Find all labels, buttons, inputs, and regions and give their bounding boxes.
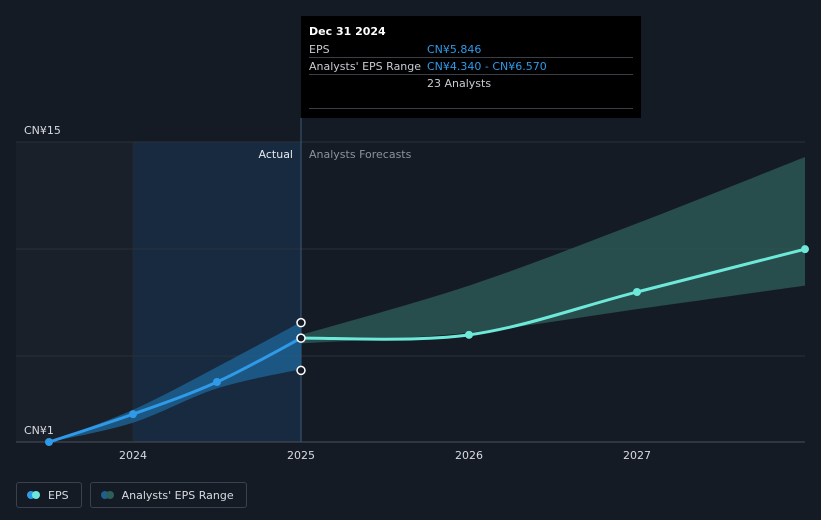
- tooltip-divider: [309, 108, 633, 109]
- tooltip-date: Dec 31 2024: [309, 25, 386, 38]
- tooltip-eps-label: EPS: [309, 43, 330, 56]
- eps-actual-point: [129, 410, 137, 419]
- chart-legend: EPS Analysts' EPS Range: [16, 482, 247, 510]
- eps-forecast-line: [300, 247, 806, 341]
- eps-actual-point: [45, 438, 53, 446]
- eps-range-point: [296, 317, 306, 328]
- tooltip-divider: [309, 74, 633, 75]
- eps-range-point: [296, 365, 306, 376]
- legend-range-label: Analysts' EPS Range: [121, 488, 234, 502]
- x-tick-2027: 2027: [623, 449, 651, 462]
- actual-period-highlight: [133, 142, 301, 442]
- tooltip-divider: [309, 57, 633, 58]
- eps-actual-line: [48, 336, 302, 444]
- eps-chart: CN¥15 CN¥1 Actual Analysts Forecasts 202…: [16, 118, 809, 462]
- forecast-region-label: Analysts Forecasts: [309, 148, 412, 161]
- legend-eps[interactable]: EPS: [16, 482, 82, 508]
- actual-region-label: Actual: [259, 148, 293, 161]
- eps-legend-icon: [27, 491, 41, 499]
- pre-2024-background: [16, 142, 133, 442]
- y-axis-bottom-label: CN¥1: [24, 424, 54, 437]
- eps-actual-point: [213, 378, 221, 386]
- eps-forecast-point: [465, 330, 473, 339]
- eps-tooltip: Dec 31 2024 EPS CN¥5.846 Analysts' EPS R…: [301, 16, 641, 118]
- legend-eps-label: EPS: [48, 488, 69, 502]
- range-legend-icon: [100, 491, 115, 499]
- eps-forecast-point: [633, 288, 641, 296]
- tooltip-analyst-count: 23 Analysts: [427, 77, 492, 90]
- tooltip-eps-value: CN¥5.846: [427, 43, 482, 56]
- eps-current-point: [296, 333, 306, 343]
- tooltip-range-label: Analysts' EPS Range: [309, 60, 422, 73]
- tooltip-range-value: CN¥4.340 - CN¥6.570: [427, 60, 547, 73]
- x-tick-2026: 2026: [455, 449, 483, 462]
- eps-forecast-point: [801, 245, 809, 254]
- forecast-eps-range-band: [301, 157, 805, 344]
- x-tick-2025: 2025: [287, 449, 315, 462]
- y-axis-top-label: CN¥15: [24, 124, 61, 137]
- legend-eps-range[interactable]: Analysts' EPS Range: [89, 482, 247, 508]
- x-tick-2024: 2024: [119, 449, 147, 462]
